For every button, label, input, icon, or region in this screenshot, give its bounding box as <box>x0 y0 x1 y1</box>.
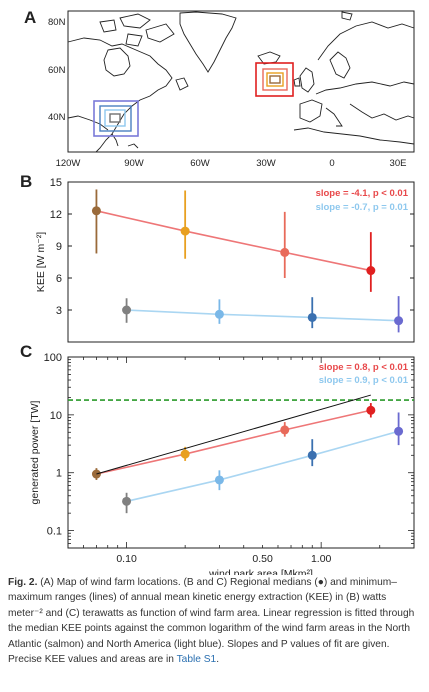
y-tick-label-c: 100 <box>44 352 62 364</box>
lat-label-40n: 40N <box>48 112 66 123</box>
x-axis-label-c: wind park area [Mkm²] <box>208 568 313 575</box>
y-axis-label-c: generated power [TW] <box>29 400 41 504</box>
fit-line-c-0 <box>96 409 372 475</box>
panel-b-label: B <box>20 172 33 191</box>
y-tick-label-c: 10 <box>50 410 62 422</box>
x-tick-label-c: 1.00 <box>311 553 332 565</box>
y-tick-label-b: 12 <box>50 209 62 221</box>
table-s1-link[interactable]: Table S1 <box>176 654 217 666</box>
caption-fig-label: Fig. 2. <box>8 577 38 588</box>
legend-text-b: slope = -0.7, p = 0.01 <box>316 202 409 213</box>
median-point-c <box>366 405 376 415</box>
median-point-c <box>122 496 132 506</box>
y-axis-label-b: KEE [W m⁻²] <box>35 232 47 292</box>
panel-c-label: C <box>20 342 33 361</box>
lon-label-90w: 90W <box>124 158 144 169</box>
coastlines <box>67 11 415 153</box>
lon-label-0: 0 <box>329 158 334 169</box>
y-tick-label-c: 1 <box>56 468 62 480</box>
median-point-c <box>180 449 190 459</box>
median-point-b <box>214 309 224 319</box>
lon-label-120w: 120W <box>56 158 81 169</box>
plot-frame-b <box>67 181 415 343</box>
median-point-c <box>307 450 317 460</box>
wind-farm-map: 80N 60N 40N 120W 90W 60W 30W 0 30E <box>48 10 415 169</box>
generated-power-chart: 100 10 1 0.1 0.10 0.50 1.00 wind park area [Mkm… <box>29 352 415 575</box>
kee-chart: 3 6 9 12 15 KEE [W m⁻²] slope = -4.1, p < 0.01… <box>35 177 415 343</box>
fit-line-b-0 <box>96 210 371 272</box>
x-tick-label-c: 0.50 <box>252 553 273 565</box>
fit-line-b-1 <box>126 309 399 322</box>
median-point-b <box>280 247 290 257</box>
median-point-b <box>122 305 132 315</box>
y-tick-label-b: 9 <box>56 241 62 253</box>
plot-frame-c <box>67 356 415 549</box>
median-point-b <box>91 206 101 216</box>
caption-body: (A) Map of wind farm locations. (B and C… <box>8 577 415 666</box>
lon-label-30w: 30W <box>256 158 276 169</box>
median-point-c <box>394 426 404 436</box>
north-atlantic-farm-areas <box>255 62 294 97</box>
panel-a-label: A <box>24 8 37 27</box>
y-tick-label-c: 0.1 <box>47 526 62 538</box>
lon-label-30e: 30E <box>390 158 407 169</box>
north-america-farm-areas <box>93 100 139 137</box>
median-point-b <box>180 226 190 236</box>
y-tick-label-b: 15 <box>50 177 62 189</box>
legend-text-c: slope = 0.8, p < 0.01 <box>319 362 409 373</box>
median-point-c <box>214 475 224 485</box>
fit-line-c-1 <box>126 430 399 503</box>
caption-end: . <box>216 654 220 666</box>
y-tick-label-b: 6 <box>56 273 62 285</box>
lon-label-60w: 60W <box>190 158 210 169</box>
y-tick-label-b: 3 <box>56 305 62 317</box>
median-point-b <box>307 312 317 322</box>
legend-text-c: slope = 0.9, p < 0.01 <box>319 375 409 386</box>
x-tick-label-c: 0.10 <box>116 553 137 565</box>
legend-text-b: slope = -4.1, p < 0.01 <box>316 188 409 199</box>
fit-line-c-2 <box>96 394 371 475</box>
median-point-b <box>394 316 404 326</box>
median-point-b <box>366 266 376 276</box>
median-point-c <box>280 425 290 435</box>
lat-label-80n: 80N <box>48 17 66 28</box>
figure-caption: Fig. 2. (A) Map of wind farm locations. … <box>8 575 418 667</box>
lat-label-60n: 60N <box>48 65 66 76</box>
